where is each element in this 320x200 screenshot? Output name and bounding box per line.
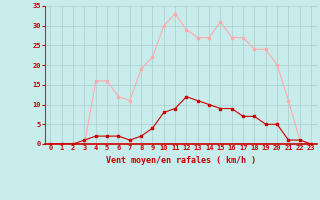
X-axis label: Vent moyen/en rafales ( km/h ): Vent moyen/en rafales ( km/h ) [106, 156, 256, 165]
